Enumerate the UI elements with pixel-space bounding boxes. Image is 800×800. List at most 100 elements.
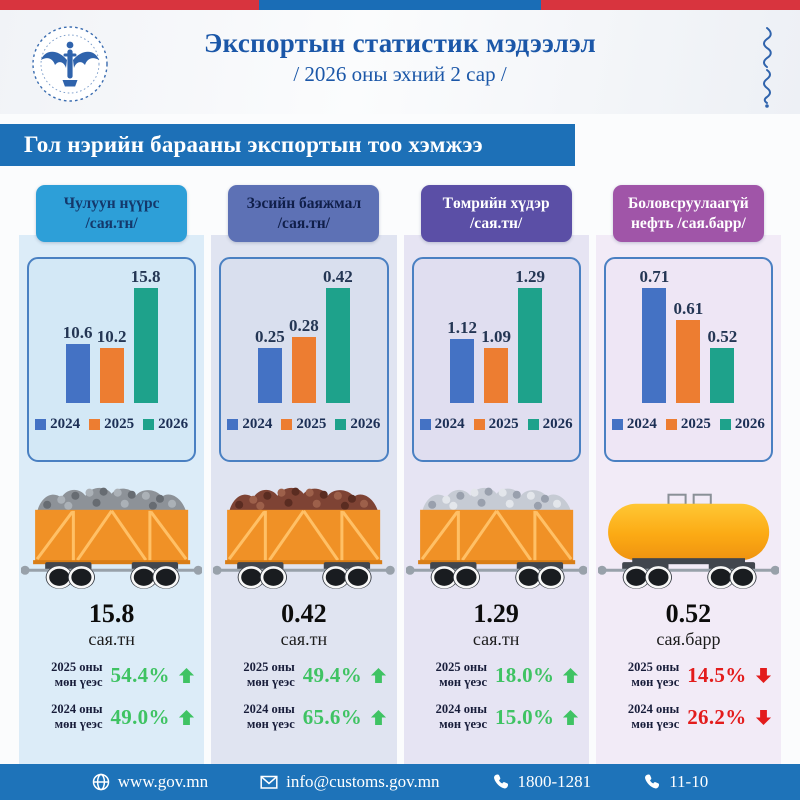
legend-item-2025: 2025 (665, 416, 711, 433)
bar-2024: 1.12 (447, 318, 477, 403)
section-banner: Гол нэрийн барааны экспортын тоо хэмжээ (0, 124, 575, 166)
bar-value-label: 1.09 (481, 327, 511, 346)
column-unit-label: /сая.тн/ (470, 214, 523, 232)
bar-value-label: 15.8 (130, 267, 161, 286)
bar-chart-card: 0.25 0.28 0.42 2024 2025 2026 (219, 257, 389, 462)
legend-item-2025: 2025 (473, 416, 519, 433)
page-title: Экспортын статистик мэдээлэл (204, 28, 596, 58)
total-value: 1.29 (473, 599, 519, 628)
copper-wagon-illustration (213, 478, 395, 594)
legend-swatch-icon (89, 419, 101, 430)
chart-legend: 2024 2025 2026 (606, 416, 771, 433)
column-title: Боловсруулаагүй (628, 194, 749, 212)
total-unit: сая.тн (280, 629, 328, 649)
comparison-percent: 15.0% (495, 704, 555, 729)
bar-value-label: 0.61 (673, 299, 704, 318)
yoy-comparison-row-2025: 2025 оны мөн үеэс 49.4% (211, 660, 396, 690)
comparison-period-label: 2025 оны мөн үеэс (627, 660, 680, 689)
footer-website-link[interactable]: www.gov.mn (92, 772, 208, 792)
trend-up-arrow-icon (370, 709, 387, 726)
legend-item-2024: 2024 (35, 416, 80, 433)
bar-2026: 0.52 (708, 327, 737, 403)
trend-down-arrow-icon (755, 667, 772, 684)
footer-phone-primary[interactable]: 1800-1281 (492, 772, 591, 792)
legend-swatch-icon (473, 419, 485, 430)
comparison-period-label: 2025 оны мөн үеэс (243, 660, 295, 689)
header: Экспортын статистик мэдээлэл / 2026 оны … (0, 10, 800, 114)
commodity-columns: Чулуун нүүрс /сая.тн/ 10.6 10.2 15.8 2024 2… (0, 175, 800, 766)
legend-item-2025: 2025 (281, 416, 326, 433)
yoy-comparisons: 2025 оны мөн үеэс 14.5% 2024 оны мөн үеэ… (596, 660, 781, 732)
phone-icon (493, 774, 508, 789)
bar-2024: 0.25 (255, 327, 285, 403)
coal-wagon-illustration (21, 478, 203, 594)
trend-up-arrow-icon (562, 709, 579, 726)
legend-item-2026: 2026 (719, 416, 765, 433)
column-coal: Чулуун нүүрс /сая.тн/ 10.6 10.2 15.8 2024 2… (19, 175, 205, 766)
bar-chart-card: 10.6 10.2 15.8 2024 2025 2026 (27, 257, 197, 462)
legend-item-2024: 2024 (419, 416, 465, 433)
total-unit: сая.тн (472, 629, 520, 649)
mongolian-script-decoration-icon (758, 26, 776, 110)
total-value: 0.52 (665, 599, 712, 628)
bar-2026: 0.42 (323, 267, 353, 403)
iron-wagon-illustration (405, 478, 587, 594)
comparison-percent: 14.5% (687, 662, 747, 687)
comparison-period-label: 2025 оны мөн үеэс (51, 660, 103, 689)
footer-email-link[interactable]: info@customs.gov.mn (260, 772, 440, 792)
bar-value-label: 0.52 (707, 327, 738, 346)
column-iron: Төмрийн хүдэр /сая.тн/ 1.12 1.09 1.29 2024… (403, 175, 589, 766)
trend-up-arrow-icon (178, 709, 195, 726)
yoy-comparisons: 2025 оны мөн үеэс 49.4% 2024 оны мөн үеэ… (211, 660, 396, 732)
bar-chart-card: 0.71 0.61 0.52 2024 2025 2026 (603, 257, 773, 462)
bar-2025: 10.2 (97, 327, 127, 403)
total-value: 15.8 (88, 599, 135, 628)
total-unit: сая.барр (656, 629, 721, 649)
yoy-comparison-row-2024: 2024 оны мөн үеэс 26.2% (596, 702, 781, 732)
bar-value-label: 1.29 (515, 267, 545, 286)
column-title: Төмрийн хүдэр (442, 194, 550, 212)
section-banner-text: Гол нэрийн барааны экспортын тоо хэмжээ (24, 132, 483, 157)
globe-icon (92, 773, 110, 791)
bar-2024: 10.6 (63, 323, 93, 403)
oil-tank-wagon-illustration (597, 478, 779, 594)
chart-legend: 2024 2025 2026 (414, 416, 579, 433)
bar-2025: 1.09 (481, 327, 511, 403)
legend-swatch-icon (419, 419, 431, 430)
comparison-percent: 49.4% (302, 662, 362, 687)
top-flag-strip (0, 0, 800, 10)
bar-value-label: 10.2 (96, 327, 127, 346)
legend-swatch-icon (527, 419, 539, 430)
total-unit: сая.тн (88, 629, 135, 649)
legend-swatch-icon (719, 419, 731, 430)
comparison-percent: 65.6% (302, 704, 362, 729)
legend-swatch-icon (281, 419, 293, 430)
strip-segment-red (0, 0, 260, 10)
legend-item-2025: 2025 (89, 416, 134, 433)
yoy-comparison-row-2024: 2024 оны мөн үеэс 65.6% (211, 702, 396, 732)
comparison-percent: 18.0% (495, 662, 555, 687)
legend-swatch-icon (143, 419, 155, 430)
legend-item-2024: 2024 (611, 416, 657, 433)
trend-up-arrow-icon (562, 667, 579, 684)
bar-value-label: 0.28 (289, 316, 319, 335)
trend-up-arrow-icon (178, 667, 195, 684)
column-unit-label: /сая.тн/ (277, 214, 330, 232)
comparison-period-label: 2025 оны мөн үеэс (435, 660, 487, 689)
trend-up-arrow-icon (370, 667, 387, 684)
yoy-comparison-row-2024: 2024 оны мөн үеэс 15.0% (404, 702, 589, 732)
column-header-badge: Зэсийн баяжмал /сая.тн/ (228, 185, 380, 242)
footer-contact-bar: www.gov.mn info@customs.gov.mn 1800-1281… (0, 764, 800, 800)
column-header-badge: Төмрийн хүдэр /сая.тн/ (420, 185, 572, 242)
yoy-comparisons: 2025 оны мөн үеэс 18.0% 2024 оны мөн үеэ… (404, 660, 589, 732)
comparison-percent: 54.4% (110, 662, 170, 687)
footer-phone-secondary[interactable]: 11-10 (643, 772, 708, 792)
bar-value-label: 0.71 (639, 267, 670, 286)
bar-2025: 0.28 (289, 316, 319, 403)
column-tank: Боловсруулаагүй нефть /сая.барр/ 0.71 0.6… (595, 175, 781, 766)
bar-2024: 0.71 (640, 267, 669, 403)
yoy-comparison-row-2025: 2025 оны мөн үеэс 18.0% (404, 660, 589, 690)
comparison-period-label: 2024 оны мөн үеэс (243, 702, 295, 731)
bar-chart-plot-area: 0.25 0.28 0.42 (221, 261, 386, 403)
legend-swatch-icon (611, 419, 623, 430)
